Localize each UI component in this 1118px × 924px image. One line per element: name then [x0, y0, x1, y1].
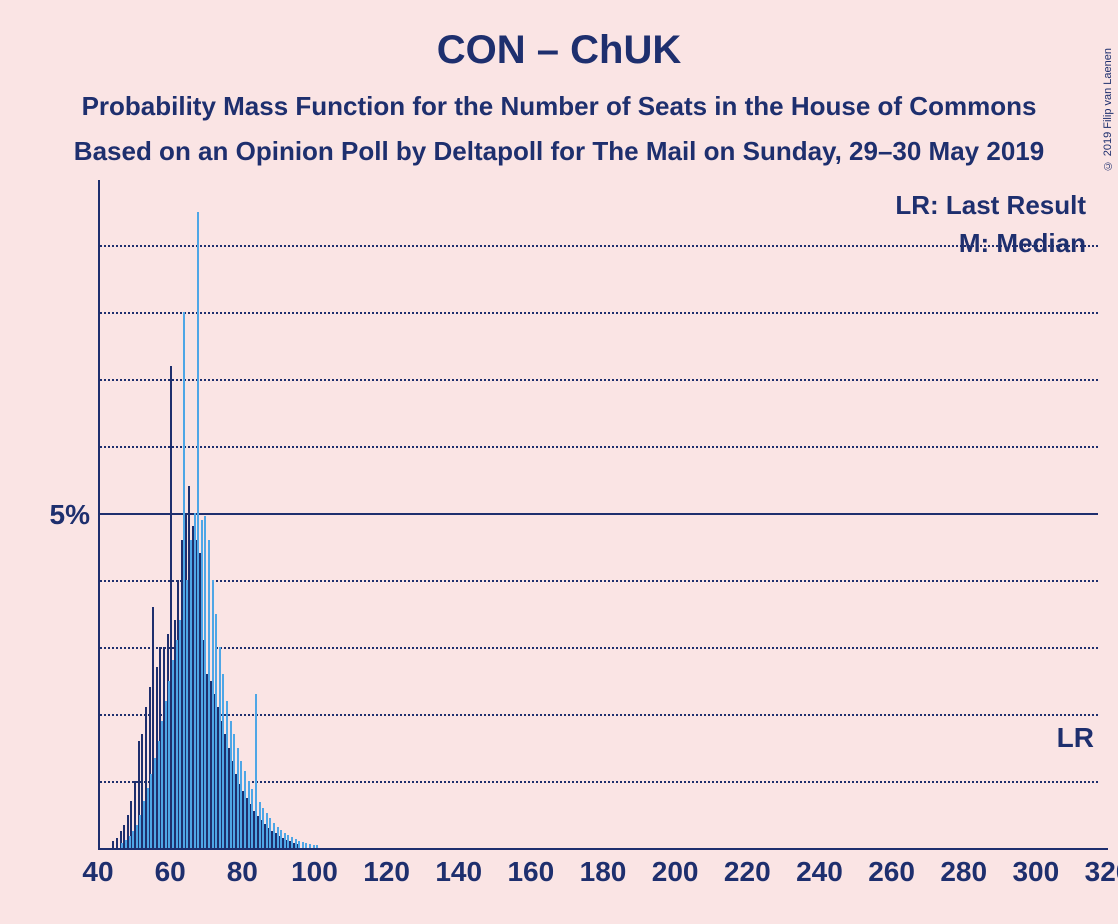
histogram-bar [305, 843, 307, 848]
histogram-bar [168, 681, 170, 849]
x-tick-label: 300 [1012, 856, 1059, 888]
x-tick-label: 40 [82, 856, 113, 888]
histogram-bar [136, 825, 138, 848]
histogram-bar [201, 520, 203, 848]
histogram-bar [237, 748, 239, 849]
histogram-bar [295, 839, 297, 848]
histogram-bar [251, 789, 253, 848]
histogram-bar [259, 802, 261, 848]
legend-median: M: Median [959, 228, 1086, 259]
x-tick-label: 240 [796, 856, 843, 888]
histogram-bar [121, 843, 123, 848]
histogram-bar [116, 838, 118, 848]
histogram-bar [179, 620, 181, 848]
histogram-bar [197, 212, 199, 849]
histogram-bar [154, 758, 156, 848]
x-tick-label: 120 [363, 856, 410, 888]
histogram-bar [298, 841, 300, 848]
histogram-bar [194, 513, 196, 848]
histogram-bar [139, 815, 141, 849]
histogram-bar [248, 781, 250, 848]
histogram-bar [176, 640, 178, 848]
histogram-bar [112, 841, 114, 848]
chart-title-sub2: Based on an Opinion Poll by Deltapoll fo… [0, 122, 1118, 167]
x-tick-label: 180 [580, 856, 627, 888]
x-axis [98, 848, 1108, 850]
histogram-bar [316, 845, 318, 848]
histogram-bar [190, 540, 192, 848]
histogram-bar [212, 580, 214, 848]
x-axis-ticks: 4060801001201401601802002202402602803003… [98, 856, 1108, 896]
histogram-bar [125, 840, 127, 848]
histogram-bar [226, 701, 228, 848]
histogram-bar [158, 741, 160, 848]
histogram-bar [262, 808, 264, 848]
histogram-bar [161, 721, 163, 848]
chart-plot-area: 5% LR: Last Result M: Median LR [98, 180, 1108, 850]
histogram-bar [240, 761, 242, 848]
x-tick-label: 320 [1085, 856, 1118, 888]
legend-last-result: LR: Last Result [895, 190, 1086, 221]
x-tick-label: 100 [291, 856, 338, 888]
x-tick-label: 220 [724, 856, 771, 888]
y-axis-label: 5% [50, 499, 90, 531]
histogram-bar [219, 647, 221, 848]
lr-marker-label: LR [1057, 722, 1094, 754]
x-tick-label: 140 [435, 856, 482, 888]
histogram-bar [147, 788, 149, 848]
histogram-bar [150, 774, 152, 848]
histogram-bar [222, 674, 224, 848]
histogram-bar [273, 823, 275, 848]
histogram-bar [313, 845, 315, 848]
chart-bars [98, 180, 1108, 848]
histogram-bar [266, 813, 268, 848]
histogram-bar [129, 836, 131, 848]
chart-title-main: CON – ChUK [0, 0, 1118, 73]
histogram-bar [302, 842, 304, 848]
histogram-bar [269, 818, 271, 848]
x-tick-label: 80 [227, 856, 258, 888]
histogram-bar [186, 580, 188, 848]
histogram-bar [132, 831, 134, 848]
histogram-bar [165, 701, 167, 848]
histogram-bar [204, 516, 206, 848]
histogram-bar [143, 801, 145, 848]
histogram-bar [280, 830, 282, 848]
histogram-bar [277, 827, 279, 848]
histogram-bar [183, 312, 185, 848]
x-tick-label: 280 [940, 856, 987, 888]
histogram-bar [233, 734, 235, 848]
chart-title-sub1: Probability Mass Function for the Number… [0, 73, 1118, 122]
histogram-bar [309, 844, 311, 848]
histogram-bar [230, 721, 232, 848]
histogram-bar [291, 837, 293, 848]
histogram-bar [287, 835, 289, 848]
x-tick-label: 200 [652, 856, 699, 888]
credit-text: © 2019 Filip van Laenen [1102, 48, 1114, 171]
histogram-bar [284, 833, 286, 848]
histogram-bar [215, 614, 217, 849]
x-tick-label: 260 [868, 856, 915, 888]
histogram-bar [255, 694, 257, 848]
x-tick-label: 160 [507, 856, 554, 888]
histogram-bar [172, 660, 174, 848]
histogram-bar [244, 771, 246, 848]
histogram-bar [208, 540, 210, 848]
x-tick-label: 60 [155, 856, 186, 888]
